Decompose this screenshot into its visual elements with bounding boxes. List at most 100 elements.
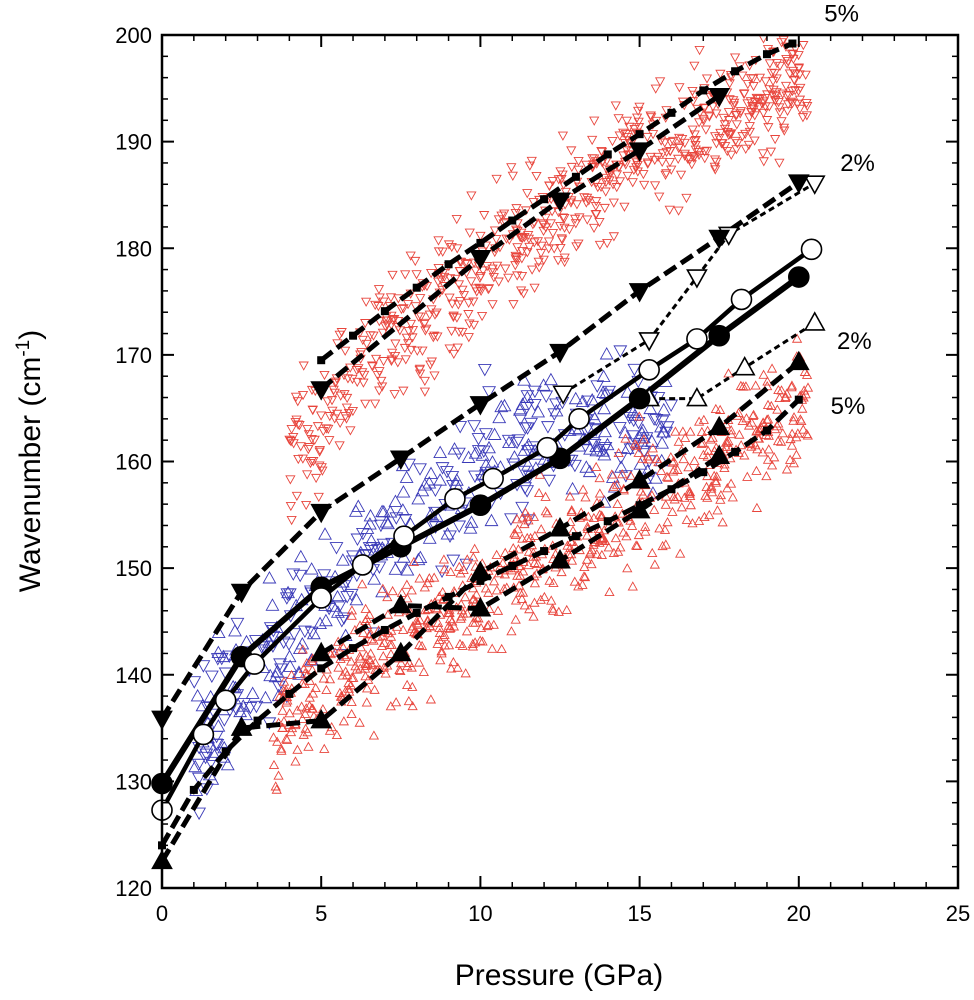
scatter-point [566,506,577,516]
scatter-point [642,451,653,461]
scatter-point [685,500,696,510]
scatter-point [414,573,425,583]
scatter-point [532,237,544,247]
scatter-point [346,605,358,615]
scatter-point [339,390,350,400]
scatter-point [673,206,684,216]
scatter-point [515,286,527,296]
series-point [444,260,453,269]
scatter-point [667,136,679,147]
scatter-point [531,171,542,182]
scatter-point [524,604,535,614]
scatter-point [543,372,558,386]
scatter-point [745,97,756,107]
scatter-point [476,311,488,322]
y-tick-label: 170 [115,343,152,368]
scatter-point [446,326,457,337]
scatter-point [347,406,359,417]
scatter-point [622,412,637,425]
scatter-point [591,461,602,472]
scatter-point [591,197,602,207]
scatter-point [544,181,555,191]
scatter-point [309,435,320,446]
scatter-point [723,116,735,126]
scatter-point [600,437,615,451]
scatter-point [607,180,619,190]
scatter-point [760,102,771,112]
scatter-point [291,415,302,425]
scatter-point [457,285,468,295]
scatter-point [655,415,670,429]
scatter-point [468,258,480,268]
scatter-point [532,558,543,569]
scatter-point [426,357,438,367]
series-line [159,180,801,720]
scatter-point [310,682,321,693]
scatter-point [229,703,244,716]
scatter-point [319,370,330,381]
series-point [389,593,412,614]
scatter-point [437,247,448,257]
scatter-point [270,781,281,791]
scatter-point [512,570,523,580]
y-tick-label: 140 [115,663,152,688]
scatter-point [597,401,612,415]
scatter-point [583,442,598,455]
scatter-point [782,57,794,67]
scatter-point [758,157,769,167]
scatter-point [712,505,723,515]
scatter-point [783,100,794,110]
scatter-point [285,436,297,446]
scatter-point [470,266,481,276]
scatter-point [510,595,522,605]
scatter-point [724,79,735,89]
scatter-point [771,74,782,84]
scatter-point [614,131,625,141]
scatter-point [369,684,380,694]
scatter-point [797,113,809,123]
scatter-point [540,213,551,223]
scatter-point [304,562,319,575]
scatter-point [590,202,601,212]
scatter-point [730,136,741,147]
scatter-point [285,501,296,512]
scatter-point [359,370,370,381]
scatter-point [376,376,387,387]
scatter-point [538,255,549,265]
series-point [638,359,660,381]
scatter-point [429,331,440,341]
series-point [389,450,412,470]
scatter-point [577,484,589,494]
scatter-point [485,455,500,468]
series-point [667,108,676,117]
y-axis-label-close: ) [14,330,47,340]
scatter-point [481,262,493,272]
scatter-point [573,581,584,591]
scatter-point [306,626,321,640]
scatter-point [575,394,590,407]
scatter-point [613,114,624,124]
scatter-point [538,220,549,230]
scatter-point [698,414,709,424]
series-point [686,328,708,350]
scatter-point [547,605,559,615]
scatter-point [640,521,651,531]
scatter-point [555,167,566,177]
scatter-point [398,304,409,314]
scatter-point [529,597,540,607]
series-point [628,142,651,162]
scatter-point [560,187,571,198]
scatter-point [751,502,763,512]
scatter-point [460,592,471,602]
scatter-point [303,430,315,440]
scatter-point [367,572,382,585]
series-point [482,467,504,490]
scatter-point [453,327,465,337]
scatter-point [293,549,308,563]
series-point [762,426,771,435]
scatter-point [513,413,528,426]
scatter-point [439,629,450,639]
scatter-point [220,757,235,771]
scatter-point [343,408,355,419]
